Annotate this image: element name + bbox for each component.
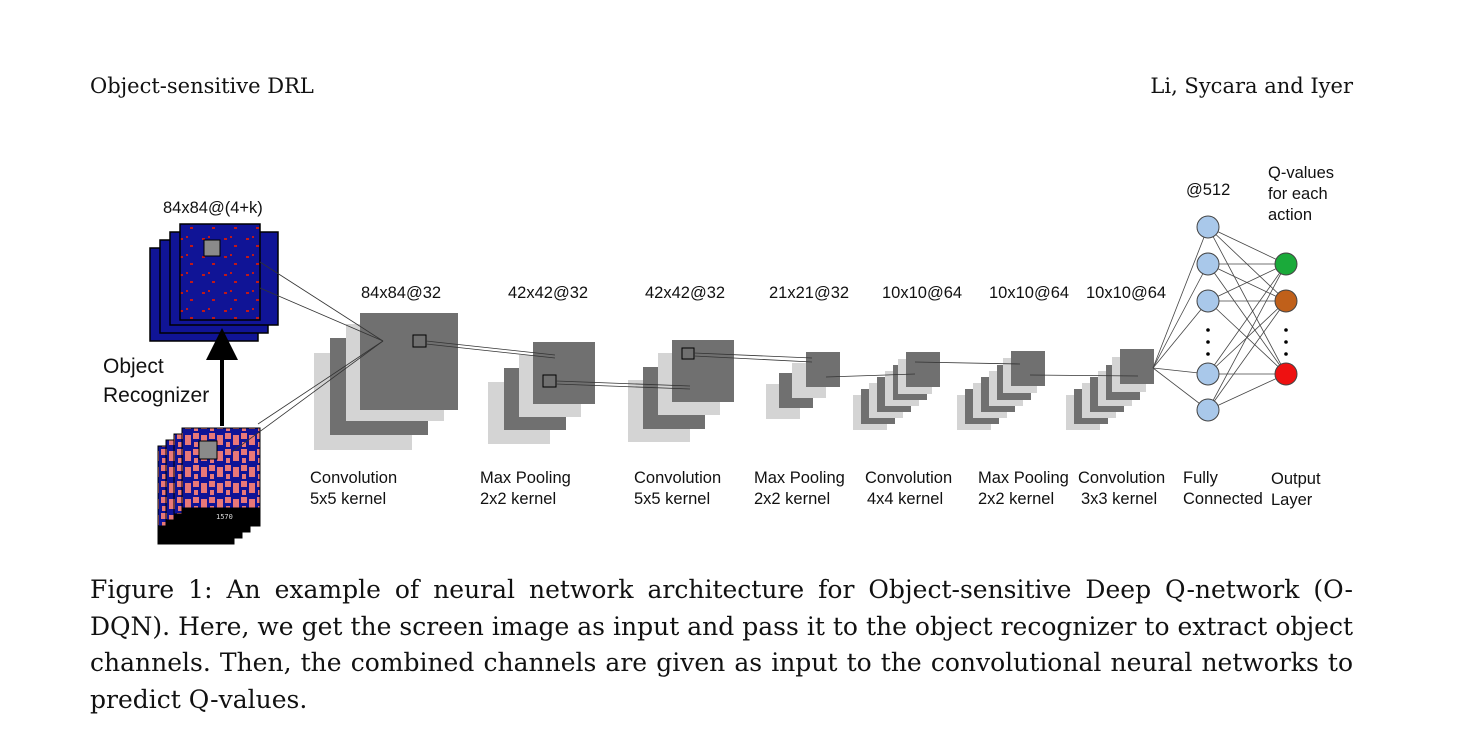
running-header-title: Object-sensitive DRL [90,74,314,98]
layer2-op: Max Pooling [480,469,571,487]
output-title-line2: for each [1268,185,1328,203]
layer6-op: Max Pooling [978,469,1069,487]
layer2-dims: 42x42@32 [508,284,588,302]
feature-map-pool2 [766,352,840,419]
layer7-op: Convolution [1078,469,1165,487]
layer3-dims: 42x42@32 [645,284,725,302]
output-label-line2: Layer [1271,491,1313,509]
layer5-op: Convolution [865,469,952,487]
layer1-kernel: 5x5 kernel [310,490,386,508]
fc-connections [1152,226,1287,411]
feature-map-conv4 [1066,349,1154,430]
layer5-kernel: 4x4 kernel [867,490,943,508]
running-header-authors: Li, Sycara and Iyer [1150,74,1353,98]
layer2-kernel: 2x2 kernel [480,490,556,508]
output-title-line3: action [1268,206,1312,224]
layer6-kernel: 2x2 kernel [978,490,1054,508]
layer1-op: Convolution [310,469,397,487]
fc-nodes [1196,215,1220,422]
output-label-line1: Output [1271,470,1321,488]
layer7-kernel: 3x3 kernel [1081,490,1157,508]
feature-map-conv3 [853,352,940,430]
fc-label-line2: Connected [1183,490,1263,508]
layer3-op: Convolution [634,469,721,487]
figure-caption: Figure 1: An example of neural network a… [90,575,1353,714]
fc-label-line1: Fully [1183,469,1219,487]
feature-map-conv1 [314,313,458,450]
receptive-field-lines [231,261,1139,453]
layer4-kernel: 2x2 kernel [754,490,830,508]
fc-dims: @512 [1186,181,1230,199]
game-screen-stack: 1570 [157,427,261,545]
layer6-dims: 10x10@64 [989,284,1069,302]
feature-map-conv2 [628,340,734,442]
layer5-dims: 10x10@64 [882,284,962,302]
output-nodes [1274,252,1298,386]
feature-map-pool1 [488,342,595,444]
recognizer-label-line2: Recognizer [103,384,209,407]
game-score: 1570 [216,513,233,521]
layer4-dims: 21x21@32 [769,284,849,302]
input-dims-label: 84x84@(4+k) [163,199,263,217]
output-title-line1: Q-values [1268,164,1334,182]
layer4-op: Max Pooling [754,469,845,487]
layer7-dims: 10x10@64 [1086,284,1166,302]
object-channel-stack [149,223,279,342]
recognizer-label-line1: Object [103,355,164,378]
layer1-dims: 84x84@32 [361,284,441,302]
layer3-kernel: 5x5 kernel [634,490,710,508]
